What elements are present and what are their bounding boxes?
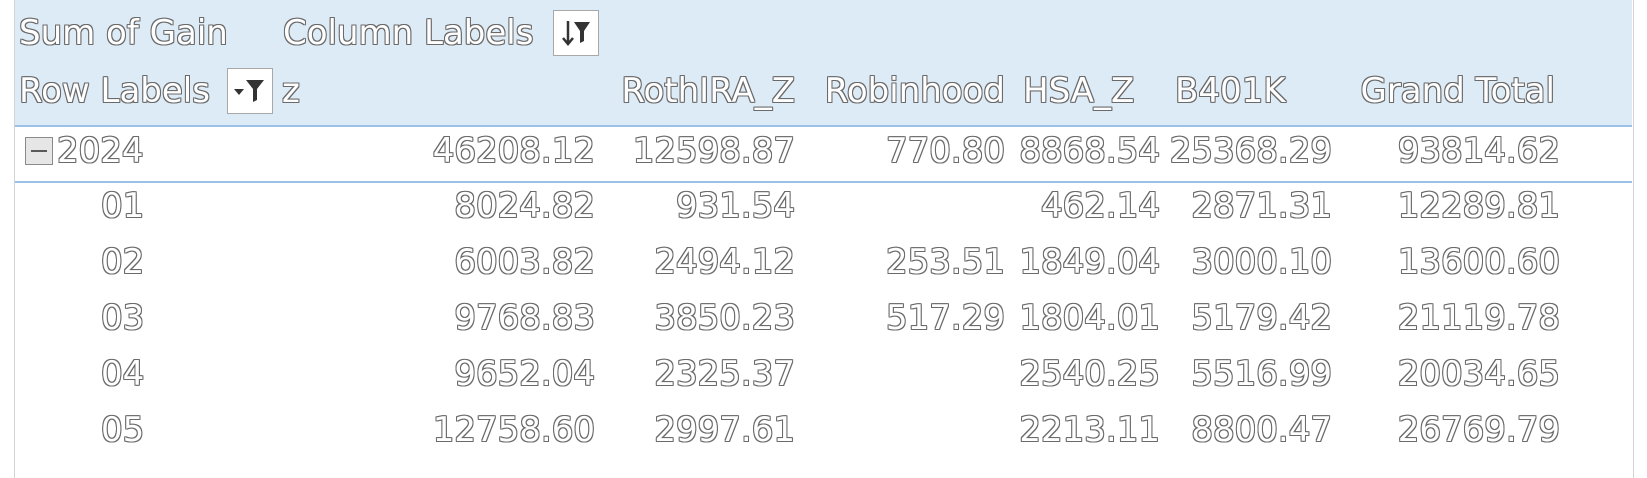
- cell-value-robinhood[interactable]: [805, 177, 1005, 235]
- cell-value-grand-total[interactable]: 21119.78: [1397, 298, 1560, 338]
- cell-value-hsa[interactable]: 462.14: [1041, 186, 1160, 226]
- year-value-hsa[interactable]: 8868.54: [1019, 131, 1160, 171]
- row-label[interactable]: 05: [101, 410, 145, 450]
- cell-value-robinhood[interactable]: [805, 345, 1005, 403]
- cell-value-robinhood[interactable]: [805, 401, 1005, 459]
- year-value-grand-total[interactable]: 93814.62: [1397, 131, 1560, 171]
- column-header-b401k[interactable]: B401K: [1175, 71, 1286, 111]
- column-labels-header[interactable]: Column Labels: [283, 13, 534, 53]
- cell-value-z[interactable]: 12758.60: [432, 410, 595, 450]
- cell-value-b401k[interactable]: 3000.10: [1191, 242, 1332, 282]
- dropdown-filter-icon: [234, 80, 264, 102]
- cell-value-grand-total[interactable]: 26769.79: [1397, 410, 1560, 450]
- year-row-separator: [15, 181, 1632, 183]
- row-label[interactable]: 02: [101, 242, 145, 282]
- cell-value-rothira[interactable]: 2997.61: [654, 410, 795, 450]
- row-labels-header[interactable]: Row Labels: [19, 71, 210, 111]
- grid-left-edge: [0, 0, 15, 478]
- cell-value-z[interactable]: 8024.82: [454, 186, 595, 226]
- cell-value-z[interactable]: 9768.83: [454, 298, 595, 338]
- cell-value-rothira[interactable]: 2325.37: [654, 354, 795, 394]
- table-row: 02 6003.82 2494.12 253.51 1849.04 3000.1…: [15, 233, 1632, 291]
- table-row: 05 12758.60 2997.61 2213.11 8800.47 2676…: [15, 401, 1632, 459]
- value-field-label[interactable]: Sum of Gain: [19, 13, 228, 53]
- column-header-z[interactable]: z: [282, 71, 300, 111]
- header-separator: [15, 125, 1632, 127]
- pivot-header-row-1: Sum of Gain Column Labels: [15, 4, 1632, 62]
- cell-value-rothira[interactable]: 3850.23: [654, 298, 795, 338]
- cell-value-grand-total[interactable]: 12289.81: [1397, 186, 1560, 226]
- row-label[interactable]: 01: [101, 186, 145, 226]
- year-value-b401k[interactable]: 25368.29: [1169, 131, 1332, 171]
- year-value-z[interactable]: 46208.12: [432, 131, 595, 171]
- cell-value-grand-total[interactable]: 20034.65: [1397, 354, 1560, 394]
- year-value-rothira[interactable]: 12598.87: [632, 131, 795, 171]
- cell-value-b401k[interactable]: 5179.42: [1191, 298, 1332, 338]
- column-labels-filter-button[interactable]: [553, 10, 599, 56]
- cell-value-hsa[interactable]: 2213.11: [1019, 410, 1160, 450]
- cell-value-hsa[interactable]: 2540.25: [1019, 354, 1160, 394]
- row-label[interactable]: 03: [101, 298, 145, 338]
- cell-value-hsa[interactable]: 1804.01: [1019, 298, 1160, 338]
- cell-value-b401k[interactable]: 2871.31: [1191, 186, 1332, 226]
- table-row: 04 9652.04 2325.37 2540.25 5516.99 20034…: [15, 345, 1632, 403]
- cell-value-hsa[interactable]: 1849.04: [1019, 242, 1160, 282]
- pivot-header-band: [15, 0, 1632, 126]
- cell-value-grand-total[interactable]: 13600.60: [1397, 242, 1560, 282]
- column-header-hsa[interactable]: HSA_Z: [1023, 71, 1135, 111]
- collapse-button[interactable]: [25, 137, 53, 165]
- row-label[interactable]: 04: [101, 354, 145, 394]
- cell-value-robinhood[interactable]: 517.29: [886, 298, 1005, 338]
- row-labels-filter-button[interactable]: [227, 68, 273, 114]
- grid-right-edge: [1633, 0, 1647, 478]
- column-header-grand-total[interactable]: Grand Total: [1360, 71, 1555, 111]
- cell-value-z[interactable]: 6003.82: [454, 242, 595, 282]
- sort-filter-icon: [562, 21, 590, 46]
- cell-value-b401k[interactable]: 8800.47: [1191, 410, 1332, 450]
- year-value-robinhood[interactable]: 770.80: [886, 131, 1005, 171]
- cell-value-rothira[interactable]: 2494.12: [654, 242, 795, 282]
- column-header-robinhood[interactable]: Robinhood: [824, 71, 1005, 111]
- collapse-minus-icon: [31, 150, 47, 152]
- cell-value-rothira[interactable]: 931.54: [676, 186, 795, 226]
- column-header-rothira[interactable]: RothIRA_Z: [621, 71, 795, 111]
- cell-value-robinhood[interactable]: 253.51: [886, 242, 1005, 282]
- cell-value-z[interactable]: 9652.04: [454, 354, 595, 394]
- table-row: 01 8024.82 931.54 462.14 2871.31 12289.8…: [15, 177, 1632, 235]
- pivot-header-row-2: Row Labels z RothIRA_Z Robinhood HSA_Z B…: [15, 62, 1632, 120]
- year-row-2024: 2024 46208.12 12598.87 770.80 8868.54 25…: [15, 122, 1632, 180]
- year-label[interactable]: 2024: [57, 131, 144, 171]
- cell-value-b401k[interactable]: 5516.99: [1191, 354, 1332, 394]
- table-row: 03 9768.83 3850.23 517.29 1804.01 5179.4…: [15, 289, 1632, 347]
